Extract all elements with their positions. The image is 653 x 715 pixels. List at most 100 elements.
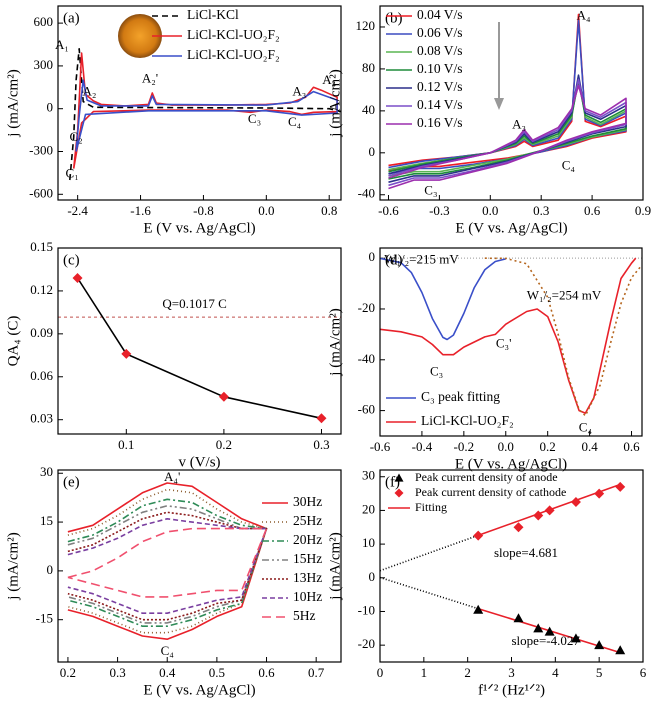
x-tick-label: 0.0	[258, 203, 274, 218]
y-axis-label: j (mA/cm²)	[327, 69, 343, 137]
diamond-marker	[513, 522, 524, 533]
x-tick-label: 0.0	[482, 203, 498, 218]
x-tick-label: 6	[640, 665, 647, 680]
annotation: A₃	[512, 117, 526, 132]
legend-label: LiCl-KCl-UO₂F₂	[187, 27, 280, 42]
annotation: C₁	[66, 165, 79, 180]
x-tick-label: 2	[464, 665, 471, 680]
x-tick-label: 0.2	[540, 439, 556, 454]
x-axis-label: E (V vs. Ag/AgCl)	[455, 456, 567, 472]
series-line	[76, 277, 322, 420]
y-tick-label: -40	[358, 351, 375, 366]
plot-frame	[57, 5, 342, 201]
y-tick-label: 0	[369, 144, 376, 159]
legend-label: 0.16 V/s	[417, 115, 463, 130]
diamond-marker	[544, 505, 555, 516]
y-tick-label: 30	[40, 464, 53, 479]
y-tick-label: -300	[29, 142, 53, 157]
y-tick-label: 0	[47, 562, 54, 577]
x-tick-label: -1.6	[130, 203, 151, 218]
series-line	[484, 257, 642, 417]
annotation: A₁	[55, 37, 69, 52]
y-tick-label: -15	[36, 611, 53, 626]
annotation: W₁/₂=215 mV	[384, 252, 459, 267]
series-line	[380, 257, 637, 414]
panel-label: (a)	[63, 10, 80, 26]
x-axis-label: E (V vs. Ag/AgCl)	[143, 220, 255, 236]
legend-label: 0.04 V/s	[417, 7, 463, 22]
x-tick-label: 0.6	[584, 203, 601, 218]
series-line	[67, 518, 268, 614]
plot-area	[67, 482, 268, 640]
y-tick-label: 0.15	[30, 239, 53, 254]
legend-label: 30Hz	[293, 494, 322, 509]
series-line	[67, 527, 268, 598]
legend-label: C₃ peak fitting	[421, 389, 500, 404]
x-tick-label: 0.6	[623, 439, 640, 454]
annotation: slope=-4.027	[512, 633, 581, 648]
x-tick-label: -0.8	[193, 203, 214, 218]
x-tick-label: 0.0	[498, 439, 514, 454]
legend-label: 13Hz	[293, 570, 322, 585]
legend-label: 0.06 V/s	[417, 25, 463, 40]
series-line	[388, 84, 627, 190]
series-line	[380, 535, 477, 572]
legend-label: Fitting	[415, 500, 447, 514]
triangle-marker	[394, 473, 404, 482]
annotation: C₄	[288, 114, 302, 129]
y-tick-label: -60	[358, 402, 375, 417]
series-line	[67, 488, 268, 634]
y-tick-label: 600	[34, 14, 54, 29]
annotation: C₄	[562, 157, 576, 172]
x-tick-label: 0	[377, 665, 384, 680]
annotation: A₂'	[142, 70, 158, 85]
y-tick-label: 0	[47, 100, 54, 115]
x-tick-label: 1	[421, 665, 428, 680]
plot-frame	[57, 247, 342, 435]
series-line	[69, 48, 341, 181]
x-tick-label: 5	[596, 665, 603, 680]
y-tick-label: -40	[358, 186, 375, 201]
panel-label: (f)	[385, 474, 400, 490]
x-tick-label: 0.4	[159, 665, 176, 680]
triangle-marker	[533, 623, 544, 633]
y-tick-label: 120	[356, 18, 376, 33]
reference-label: Q=0.1017 C	[162, 296, 226, 311]
y-axis-label: QA₄ (C)	[5, 316, 21, 367]
annotation: C₃	[424, 183, 437, 198]
x-tick-label: 0.3	[533, 203, 549, 218]
y-tick-label: 15	[40, 513, 53, 528]
plot-frame	[57, 469, 342, 663]
x-tick-label: 0.2	[216, 437, 232, 452]
x-tick-label: 3	[508, 665, 515, 680]
y-tick-label: 0.12	[30, 282, 53, 297]
y-tick-label: 40	[362, 102, 375, 117]
x-axis-label: E (V vs. Ag/AgCl)	[455, 220, 567, 236]
panel-label: (b)	[385, 10, 403, 26]
annotation: C₃	[248, 111, 261, 126]
diamond-marker	[533, 510, 544, 521]
triangle-marker	[594, 640, 605, 650]
y-tick-label: -600	[29, 185, 53, 200]
plot-area	[58, 277, 341, 420]
x-axis-label: E (V vs. Ag/AgCl)	[143, 682, 255, 698]
plot-frame	[379, 247, 643, 437]
annotation: slope=4.681	[494, 545, 558, 560]
y-axis-label: j (mA/cm²)	[5, 532, 21, 600]
panel: -0.6 -0.3 0.0 0.3 0.6 0.9 -40 0 40 80 120 E (V vs. …	[327, 5, 651, 236]
plot-area	[380, 257, 642, 417]
x-axis-label: v (V/s)	[178, 454, 220, 470]
annotation: C₂	[69, 129, 82, 144]
y-axis-label: j (mA/cm²)	[5, 69, 21, 137]
annotation: C₄	[579, 419, 593, 434]
annotation: C₃'	[496, 336, 512, 351]
series-line	[67, 511, 268, 621]
y-tick-label: 80	[362, 60, 375, 75]
plot-frame	[379, 5, 644, 201]
y-tick-label: 30	[362, 468, 375, 483]
diamond-marker	[121, 348, 132, 359]
x-tick-label: 0.3	[313, 437, 329, 452]
x-tick-label: 0.4	[581, 439, 598, 454]
x-tick-label: 0.5	[209, 665, 225, 680]
